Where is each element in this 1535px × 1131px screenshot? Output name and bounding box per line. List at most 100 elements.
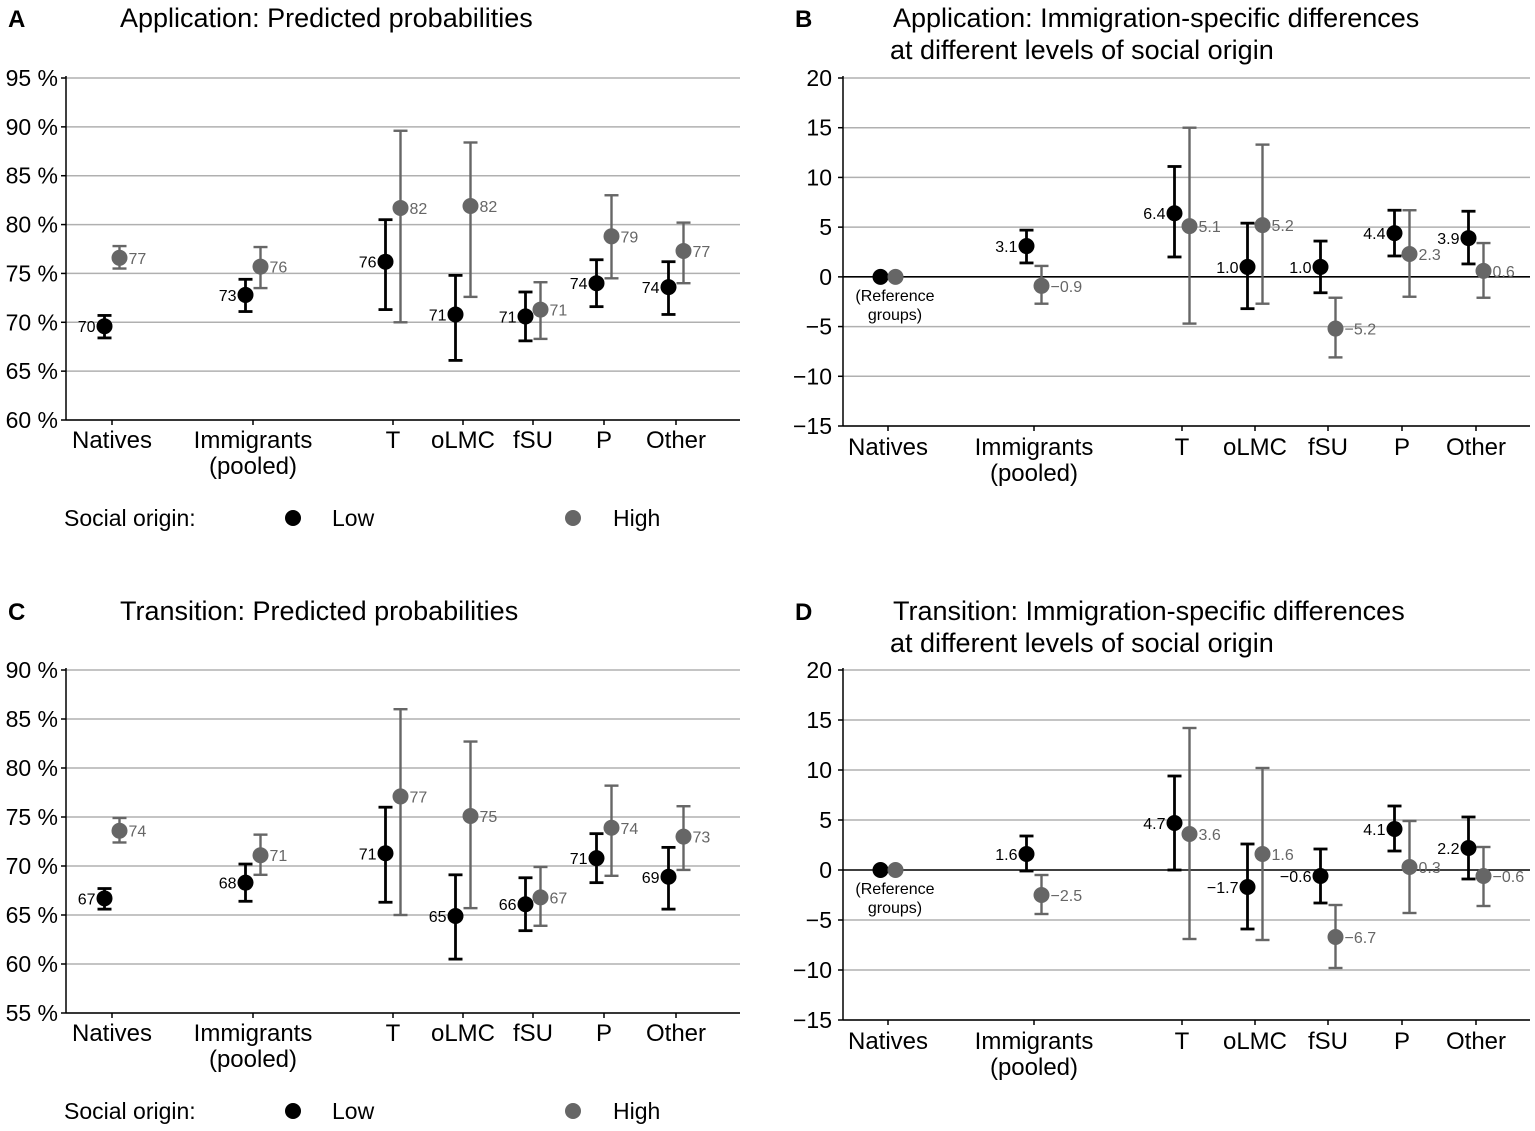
reference-groups-note: (Reference <box>855 288 934 305</box>
point-high <box>1327 320 1344 337</box>
x-tick-label: T <box>1175 1028 1190 1055</box>
point-high <box>675 828 692 845</box>
x-tick-label: P <box>1394 1028 1410 1055</box>
data-label-high: −0.6 <box>1493 869 1525 886</box>
panel-letter: B <box>795 6 812 33</box>
data-label-low: 68 <box>219 876 237 893</box>
point-high <box>1475 262 1492 279</box>
data-label-high: 5.2 <box>1272 218 1294 235</box>
legend: Social origin: Low High <box>64 1098 660 1124</box>
point-low <box>517 896 534 913</box>
point-low <box>1239 258 1256 275</box>
y-tick-label: 85 % <box>6 163 58 189</box>
y-tick-label: 60 % <box>6 951 58 977</box>
data-label-high: 76 <box>270 260 288 277</box>
point-low <box>660 868 677 885</box>
panel-letter: A <box>8 6 25 33</box>
point-low <box>96 318 113 335</box>
x-tick-label: Other <box>646 427 706 454</box>
x-tick-label: oLMC <box>1223 434 1287 461</box>
y-tick-label: 70 % <box>6 309 58 335</box>
y-tick-label: 60 % <box>6 407 58 433</box>
point-low <box>377 845 394 862</box>
data-label-high: 79 <box>621 229 639 246</box>
point-high <box>1181 218 1198 235</box>
y-tick-label: 90 % <box>6 114 58 140</box>
point-high <box>252 258 269 275</box>
panel-d: D Transition: Immigration-specific differ… <box>793 596 1530 1081</box>
point-low <box>660 279 677 296</box>
x-tick-label: (pooled) <box>209 453 297 480</box>
point-high <box>1401 245 1418 262</box>
panel-a: A Application: Predicted probabilities 60 … <box>6 3 740 531</box>
x-tick-label: Natives <box>848 434 928 461</box>
y-tick-label: 90 % <box>6 657 58 683</box>
legend-title: Social origin: <box>64 505 196 531</box>
point-low <box>872 862 889 878</box>
data-label-low: −1.7 <box>1207 880 1239 897</box>
reference-groups-note: (Reference <box>855 881 934 898</box>
y-tick-label: −15 <box>793 413 832 439</box>
point-low <box>588 850 605 867</box>
x-tick-label: oLMC <box>1223 1028 1287 1055</box>
legend-label-low: Low <box>332 1098 375 1124</box>
panel-letter: C <box>8 599 25 626</box>
point-low <box>872 268 889 285</box>
x-tick-label: P <box>596 1020 612 1047</box>
point-high <box>887 862 904 878</box>
x-tick-label: P <box>596 427 612 454</box>
y-tick-label: −10 <box>793 363 832 389</box>
data-label-low: 76 <box>359 255 377 272</box>
data-label-low: 67 <box>78 891 96 908</box>
data-label-low: 71 <box>499 309 517 326</box>
y-tick-label: 80 % <box>6 755 58 781</box>
reference-groups-note: groups) <box>868 900 922 917</box>
data-label-high: 71 <box>550 303 568 320</box>
point-low <box>1312 258 1329 275</box>
y-tick-label: 5 <box>819 214 832 240</box>
legend-marker-high <box>565 510 581 526</box>
data-label-high: −6.7 <box>1345 930 1377 947</box>
x-tick-label: (pooled) <box>209 1046 297 1073</box>
point-low <box>447 907 464 924</box>
data-label-high: 74 <box>129 824 147 841</box>
x-tick-label: Immigrants <box>194 427 313 454</box>
point-high <box>111 822 128 839</box>
data-label-high: 82 <box>480 199 498 216</box>
point-low <box>1018 846 1035 862</box>
point-high <box>462 198 479 215</box>
panel-title: at different levels of social origin <box>890 35 1274 65</box>
data-label-low: 65 <box>429 909 447 926</box>
data-label-low: 74 <box>570 276 588 293</box>
point-high <box>1327 929 1344 945</box>
point-low <box>1239 879 1256 895</box>
y-tick-label: 10 <box>806 757 832 783</box>
point-low <box>1312 868 1329 884</box>
x-tick-label: P <box>1394 434 1410 461</box>
data-label-high: −5.2 <box>1345 322 1377 339</box>
y-tick-label: 20 <box>806 65 832 91</box>
x-tick-label: Natives <box>72 427 152 454</box>
legend-marker-high <box>565 1103 581 1119</box>
y-tick-label: 70 % <box>6 853 58 879</box>
legend-label-high: High <box>613 1098 660 1124</box>
x-tick-label: T <box>1175 434 1190 461</box>
data-label-high: 5.1 <box>1199 219 1221 236</box>
point-low <box>237 286 254 303</box>
point-low <box>517 308 534 325</box>
point-low <box>1386 821 1403 837</box>
y-tick-label: 0 <box>819 264 832 290</box>
point-low <box>96 890 113 907</box>
legend-title: Social origin: <box>64 1098 196 1124</box>
point-high <box>1401 859 1418 875</box>
legend: Social origin: Low High <box>64 505 660 531</box>
panel-letter: D <box>795 599 812 626</box>
data-label-high: 77 <box>410 789 428 806</box>
x-tick-label: Immigrants <box>975 434 1094 461</box>
data-label-low: 71 <box>359 846 377 863</box>
point-high <box>603 228 620 245</box>
data-label-high: 1.6 <box>1272 847 1294 864</box>
reference-groups-note: groups) <box>868 307 922 324</box>
panel-title: Application: Predicted probabilities <box>120 3 533 33</box>
